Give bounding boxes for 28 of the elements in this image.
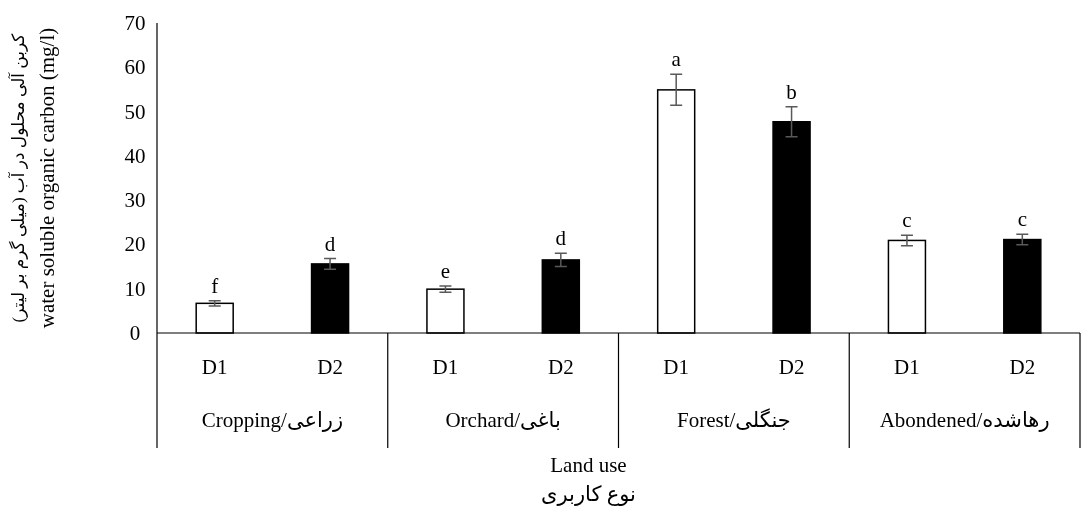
y-tick-label: 40 [124, 143, 146, 168]
text: D1 [432, 355, 459, 379]
data-label: c [1017, 207, 1027, 232]
x-tick-label: Cropping/زراعی [201, 408, 344, 432]
data-label: d [555, 226, 567, 251]
x-tick-label: Forest/جنگلی [677, 408, 791, 432]
series-label: D2 [317, 355, 343, 379]
y-tick-label: 70 [124, 11, 146, 35]
data-label: e [440, 259, 451, 284]
data-label: b [786, 79, 797, 104]
y-tick-label: 10 [124, 276, 146, 301]
y-tick-label: 30 [124, 188, 146, 213]
y-tick-label: 0 [129, 321, 141, 345]
data-label: f [211, 273, 219, 298]
text: D2 [778, 355, 805, 379]
text: D1 [894, 355, 920, 379]
y-tick-label: 50 [124, 99, 146, 124]
x-tick-label: Abondened/رهاشده [879, 408, 1050, 432]
y-tick-label: 60 [124, 55, 146, 80]
text: D1 [663, 355, 690, 379]
data-label: d [324, 231, 336, 256]
series-label: D1 [201, 355, 228, 379]
data-label: a [671, 47, 682, 72]
x-tick-label: Orchard/باغی [445, 408, 561, 432]
y-tick-label: 20 [124, 232, 146, 257]
text: D2 [1009, 355, 1036, 379]
text: D2 [547, 355, 574, 379]
data-label: c [902, 208, 912, 233]
